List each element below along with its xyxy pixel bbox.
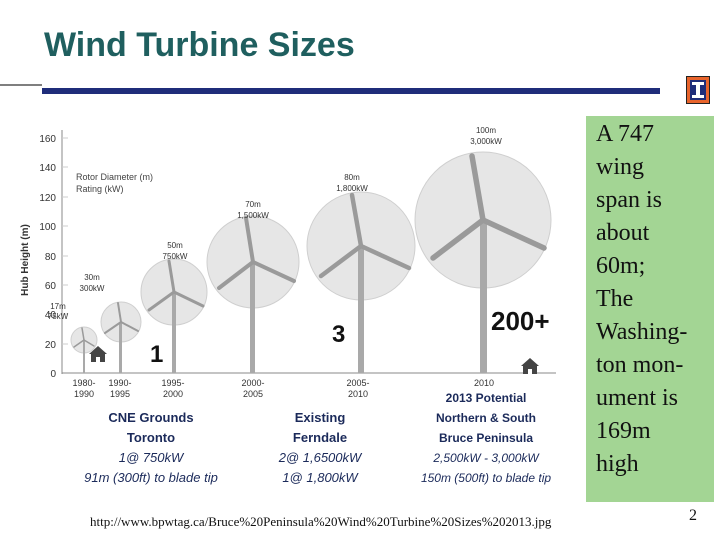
group-caption: 2013 Potential [446, 391, 527, 405]
group-caption: CNE Grounds [108, 410, 193, 425]
title-rule-accent [0, 84, 42, 86]
turbine-tower [250, 262, 255, 373]
slide-title: Wind Turbine Sizes [44, 26, 355, 64]
turbine-size-label: 50m [167, 241, 183, 250]
turbine-size-label: 80m [344, 173, 360, 182]
note-line: A 747 [596, 121, 655, 147]
group-caption: Bruce Peninsula [439, 431, 533, 445]
turbine-size-figure: Hub Height (m) 160 140 120 100 80 60 40 … [16, 110, 586, 498]
group-caption: 2,500kW - 3,000kW [432, 451, 540, 465]
note-line: ument is [596, 385, 678, 411]
turbine-tower [83, 340, 85, 373]
turbine-tower [119, 322, 122, 373]
note-line: Washing- [596, 319, 688, 345]
group-caption: Ferndale [293, 430, 347, 445]
note-text: A 747 wing span is about 60m; The Washin… [596, 118, 714, 481]
group-caption: 1@ 750kW [119, 450, 185, 465]
group-caption: 2@ 1,6500kW [278, 450, 363, 465]
legend-rating: Rating (kW) [76, 184, 124, 194]
legend-diameter: Rotor Diameter (m) [76, 172, 153, 182]
y-tick: 100 [39, 222, 56, 233]
turbine-rating-label: 3,000kW [470, 137, 502, 146]
note-line: 60m; [596, 253, 646, 279]
period-label: 2000- [241, 378, 264, 388]
period-label: 1980- [72, 378, 95, 388]
count-label: 1 [150, 341, 163, 368]
period-label: 2005 [243, 389, 263, 399]
count-label: 3 [332, 321, 345, 348]
house-icon [89, 346, 107, 362]
group-caption: Toronto [127, 430, 175, 445]
house-icon [521, 358, 539, 374]
y-tick: 0 [50, 369, 56, 380]
y-tick: 140 [39, 163, 56, 174]
turbine-size-label: 70m [245, 200, 261, 209]
period-label: 1990- [108, 378, 131, 388]
y-tick: 20 [45, 340, 57, 351]
turbine-rating-label: 1,800kW [336, 184, 368, 193]
page-number: 2 [689, 507, 697, 524]
note-line: ton mon- [596, 352, 684, 378]
turbine-size-label: 17m [50, 302, 66, 311]
turbine-tower [172, 292, 176, 373]
y-tick: 120 [39, 193, 56, 204]
group-caption: Existing [295, 410, 346, 425]
university-logo-icon [686, 76, 710, 104]
y-axis-label: Hub Height (m) [20, 224, 31, 296]
turbine-size-label: 100m [476, 126, 496, 135]
group-caption: 91m (300ft) to blade tip [84, 470, 218, 485]
source-url: http://www.bpwtag.ca/Bruce%20Peninsula%2… [90, 514, 552, 529]
period-label: 2010 [348, 389, 368, 399]
note-line: 169m [596, 418, 651, 444]
note-line: high [596, 451, 639, 477]
period-label: 1995- [161, 378, 184, 388]
period-label: 1990 [74, 389, 94, 399]
group-caption: 150m (500ft) to blade tip [421, 471, 551, 485]
note-line: span is [596, 187, 662, 213]
y-tick: 160 [39, 134, 56, 145]
turbine-rating-label: 300kW [80, 284, 105, 293]
note-panel [586, 116, 714, 502]
note-line: The [596, 286, 634, 312]
y-tick: 80 [45, 252, 57, 263]
title-rule [42, 88, 660, 94]
note-line: about [596, 220, 650, 246]
turbine-tower [358, 246, 364, 373]
y-tick: 40 [45, 310, 57, 321]
turbine-tower [480, 220, 487, 373]
period-label: 2010 [474, 378, 494, 388]
count-label: 200+ [491, 306, 550, 336]
turbine-rating-label: 1,500kW [237, 211, 269, 220]
group-caption: 1@ 1,800kW [282, 470, 359, 485]
period-label: 1995 [110, 389, 130, 399]
group-caption: Northern & South [436, 411, 536, 425]
period-label: 2000 [163, 389, 183, 399]
turbine-rating-label: 750kW [163, 252, 188, 261]
note-line: wing [596, 154, 644, 180]
turbine-rating-label: 75kW [48, 312, 69, 321]
period-label: 2005- [346, 378, 369, 388]
y-tick: 60 [45, 281, 57, 292]
turbine-size-label: 30m [84, 273, 100, 282]
